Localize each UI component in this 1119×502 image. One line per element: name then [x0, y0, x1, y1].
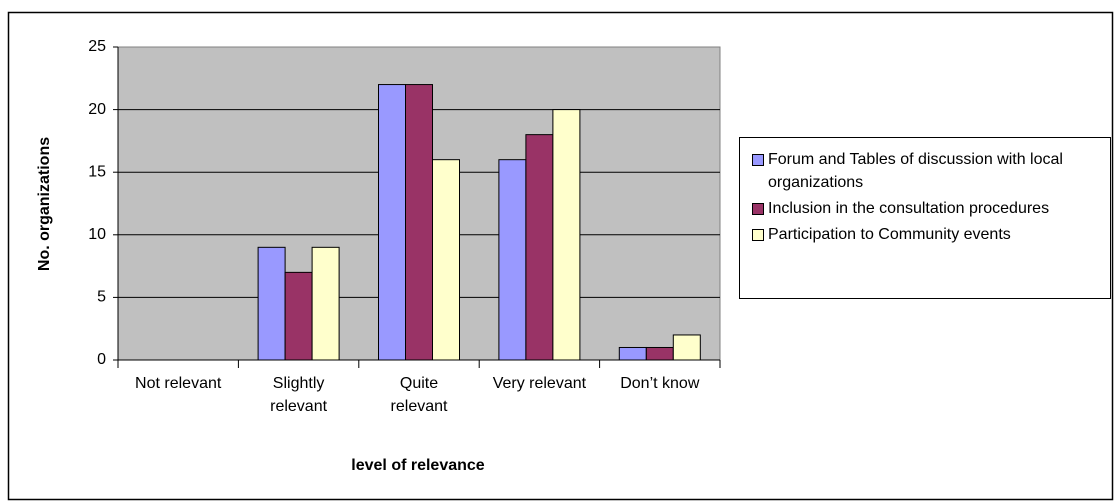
- y-tick-label: 5: [97, 289, 106, 306]
- frame: [7, 11, 1114, 501]
- legend-swatch: [752, 154, 764, 166]
- legend-swatch: [752, 203, 764, 215]
- x-tick-label: Slightly relevant: [270, 375, 328, 415]
- bar: [525, 134, 554, 361]
- legend: Forum and Tables of discussion with loca…: [739, 137, 1111, 299]
- bar: [552, 109, 581, 361]
- y-axis-label: No. organizations: [36, 137, 53, 271]
- legend-entry: Forum and Tables of discussion with loca…: [752, 148, 1104, 194]
- y-tick-label: 20: [88, 101, 106, 118]
- bar: [498, 159, 527, 361]
- legend-label: Forum and Tables of discussion with loca…: [768, 151, 1063, 191]
- x-axis-label: level of relevance: [351, 457, 485, 474]
- x-tick-label: Quite relevant: [390, 375, 448, 415]
- y-tick-label: 10: [88, 226, 106, 243]
- y-tick-label: 15: [88, 163, 106, 180]
- legend-label: Participation to Community events: [768, 226, 1011, 243]
- bar: [672, 334, 701, 361]
- x-tick-label: Very relevant: [492, 375, 587, 392]
- x-tick-label: Not relevant: [135, 375, 222, 392]
- legend-label: Inclusion in the consultation procedures: [768, 200, 1050, 217]
- bar: [257, 246, 286, 361]
- bar: [311, 246, 340, 361]
- legend-entry: Participation to Community events: [752, 223, 1104, 246]
- bar: [405, 84, 433, 361]
- y-tick-label: 0: [97, 351, 106, 368]
- bar: [284, 271, 313, 361]
- bar: [378, 84, 406, 361]
- legend-swatch: [752, 229, 764, 241]
- legend-entry: Inclusion in the consultation procedures: [752, 197, 1104, 220]
- y-tick-label: 25: [88, 38, 106, 55]
- bar: [618, 346, 647, 361]
- bar: [645, 346, 674, 361]
- x-tick-label: Don’t know: [620, 375, 700, 392]
- bar: [432, 159, 460, 361]
